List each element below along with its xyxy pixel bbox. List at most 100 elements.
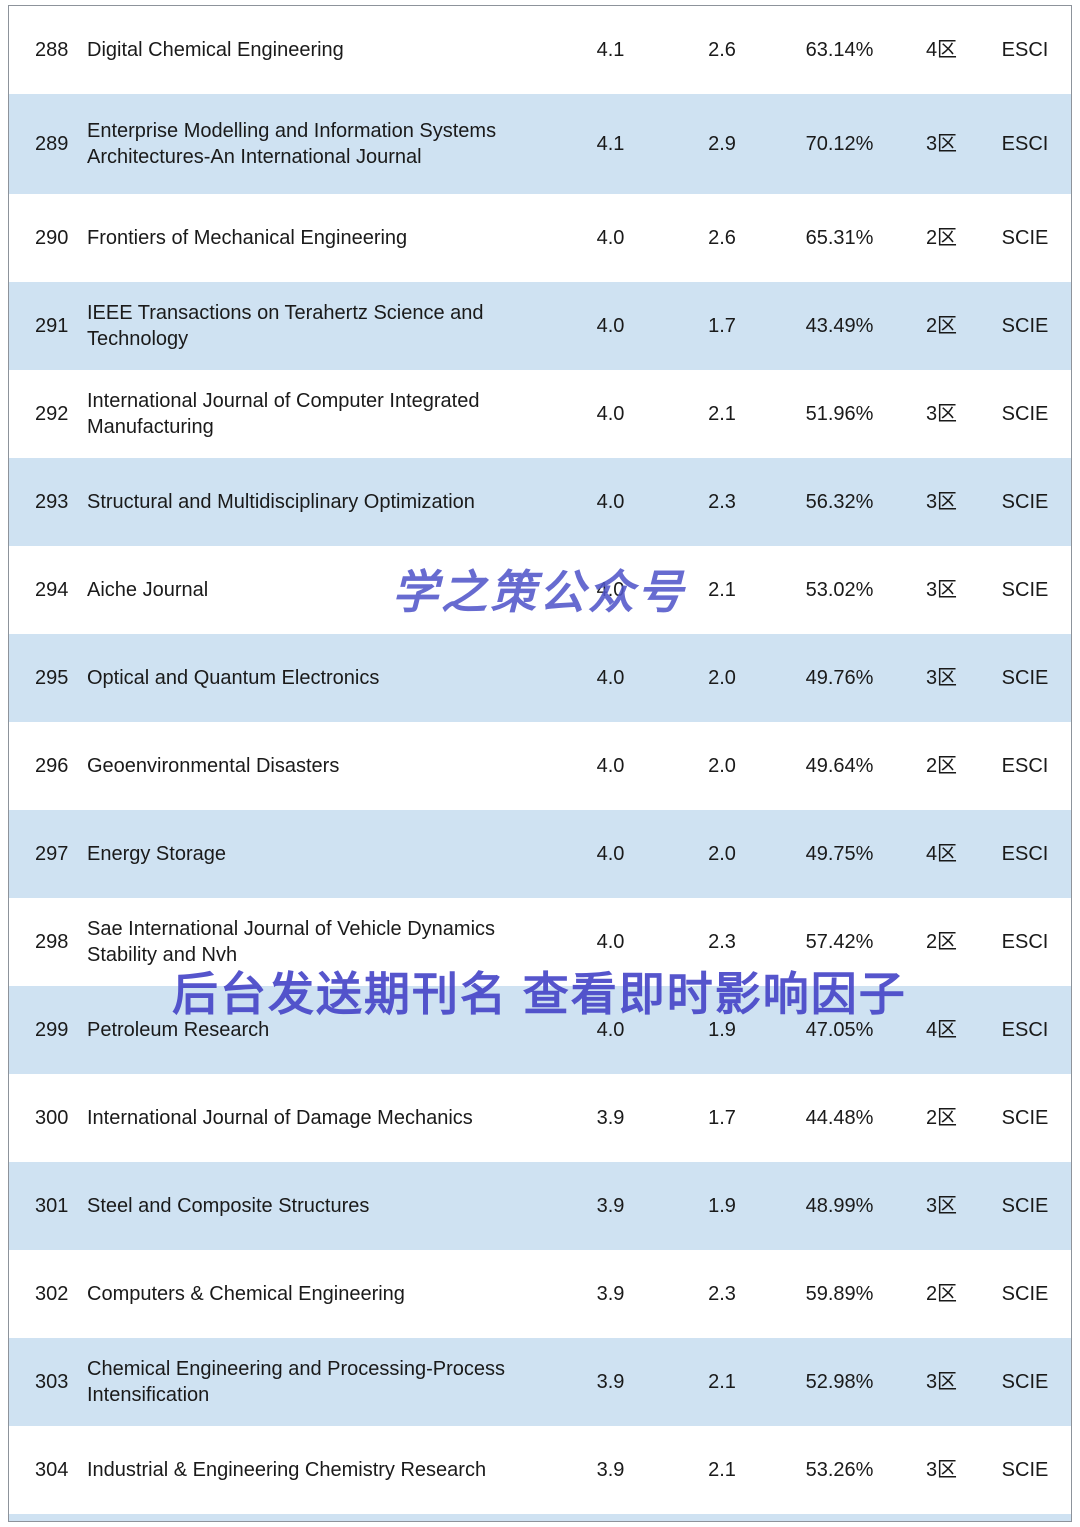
journal-cell: Energy Storage	[87, 843, 226, 865]
percent-cell: 49.75%	[805, 843, 874, 865]
metric-cell: 1.9	[708, 1019, 736, 1041]
journal-cell: Petroleum Research	[87, 1019, 270, 1041]
table-row: 293 Structural and Multidisciplinary Opt…	[9, 458, 1071, 546]
rank-cell: 297	[35, 843, 69, 865]
index-cell: SCIE	[1001, 1107, 1049, 1129]
partition-cell: 3区	[925, 491, 958, 513]
impact-factor-cell: 4.0	[596, 579, 625, 601]
impact-factor-cell: 4.0	[596, 755, 625, 777]
partition-cell: 2区	[925, 227, 958, 249]
impact-factor-cell: 4.0	[596, 843, 625, 865]
impact-factor-cell: 4.0	[596, 403, 625, 425]
table-row: 288 Digital Chemical Engineering 4.1 2.6…	[9, 6, 1071, 94]
next-row-sliver	[9, 1514, 1071, 1521]
index-cell: ESCI	[1001, 1019, 1049, 1041]
rank-cell: 292	[35, 403, 69, 425]
rank-cell: 299	[35, 1019, 69, 1041]
percent-cell: 63.14%	[805, 39, 874, 61]
journal-cell: Enterprise Modelling and Information Sys…	[87, 120, 497, 168]
metric-cell: 1.7	[708, 1107, 736, 1129]
percent-cell: 47.05%	[805, 1019, 874, 1041]
rank-cell: 295	[35, 667, 69, 689]
metric-cell: 2.0	[708, 755, 736, 777]
index-cell: ESCI	[1001, 39, 1049, 61]
table-row: 291 IEEE Transactions on Terahertz Scien…	[9, 282, 1071, 370]
index-cell: ESCI	[1001, 755, 1049, 777]
percent-cell: 53.26%	[805, 1459, 874, 1481]
metric-cell: 2.3	[708, 1283, 736, 1305]
rank-cell: 294	[35, 579, 69, 601]
impact-factor-cell: 4.0	[596, 315, 625, 337]
index-cell: SCIE	[1001, 227, 1049, 249]
rank-cell: 293	[35, 491, 69, 513]
impact-factor-cell: 4.0	[596, 491, 625, 513]
percent-cell: 57.42%	[805, 931, 874, 953]
table-row: 298 Sae International Journal of Vehicle…	[9, 898, 1071, 986]
partition-cell: 3区	[925, 1459, 958, 1481]
rank-cell: 303	[35, 1371, 69, 1393]
index-cell: SCIE	[1001, 403, 1049, 425]
journal-cell: Structural and Multidisciplinary Optimiz…	[87, 491, 475, 513]
table-row: 297 Energy Storage 4.0 2.0 49.75% 4区 ESC…	[9, 810, 1071, 898]
rank-cell: 296	[35, 755, 69, 777]
partition-cell: 4区	[925, 39, 958, 61]
percent-cell: 43.49%	[805, 315, 874, 337]
journal-cell: IEEE Transactions on Terahertz Science a…	[87, 302, 484, 350]
journal-cell: Sae International Journal of Vehicle Dyn…	[87, 918, 496, 966]
partition-cell: 4区	[925, 843, 958, 865]
partition-cell: 4区	[925, 1019, 958, 1041]
percent-cell: 53.02%	[805, 579, 874, 601]
impact-factor-cell: 3.9	[596, 1459, 625, 1481]
journal-cell: Geoenvironmental Disasters	[87, 755, 340, 777]
table-row: 290 Frontiers of Mechanical Engineering …	[9, 194, 1071, 282]
table-row: 294 Aiche Journal 4.0 2.1 53.02% 3区 SCIE	[9, 546, 1071, 634]
journal-cell: Digital Chemical Engineering	[87, 39, 344, 61]
journal-cell: Chemical Engineering and Processing-Proc…	[87, 1358, 505, 1406]
rank-cell: 298	[35, 931, 69, 953]
metric-cell: 2.6	[708, 227, 736, 249]
impact-factor-cell: 4.0	[596, 1019, 625, 1041]
rank-cell: 300	[35, 1107, 69, 1129]
table-row: 301 Steel and Composite Structures 3.9 1…	[9, 1162, 1071, 1250]
partition-cell: 3区	[925, 667, 958, 689]
index-cell: SCIE	[1001, 491, 1049, 513]
percent-cell: 44.48%	[805, 1107, 874, 1129]
percent-cell: 70.12%	[805, 133, 874, 155]
index-cell: SCIE	[1001, 315, 1049, 337]
journal-cell: Steel and Composite Structures	[87, 1195, 370, 1217]
partition-cell: 2区	[925, 1283, 958, 1305]
impact-factor-cell: 3.9	[596, 1283, 625, 1305]
impact-factor-cell: 4.1	[596, 39, 625, 61]
table-row: 295 Optical and Quantum Electronics 4.0 …	[9, 634, 1071, 722]
partition-cell: 3区	[925, 579, 958, 601]
table-row: 292 International Journal of Computer In…	[9, 370, 1071, 458]
partition-cell: 3区	[925, 133, 958, 155]
partition-cell: 2区	[925, 1107, 958, 1129]
table-row: 300 International Journal of Damage Mech…	[9, 1074, 1071, 1162]
index-cell: SCIE	[1001, 1283, 1049, 1305]
index-cell: ESCI	[1001, 843, 1049, 865]
rank-cell: 302	[35, 1283, 69, 1305]
impact-factor-cell: 4.0	[596, 667, 625, 689]
impact-factor-cell: 4.0	[596, 227, 625, 249]
index-cell: ESCI	[1001, 133, 1049, 155]
journal-cell: Industrial & Engineering Chemistry Resea…	[87, 1459, 487, 1481]
impact-factor-cell: 4.1	[596, 133, 625, 155]
metric-cell: 2.3	[708, 491, 736, 513]
metric-cell: 2.9	[708, 133, 736, 155]
partition-cell: 3区	[925, 1195, 958, 1217]
percent-cell: 56.32%	[805, 491, 874, 513]
percent-cell: 59.89%	[805, 1283, 874, 1305]
metric-cell: 2.1	[708, 403, 736, 425]
metric-cell: 2.3	[708, 931, 736, 953]
metric-cell: 2.1	[708, 1371, 736, 1393]
percent-cell: 49.76%	[805, 667, 874, 689]
metric-cell: 1.7	[708, 315, 736, 337]
metric-cell: 2.0	[708, 843, 736, 865]
journal-cell: Frontiers of Mechanical Engineering	[87, 227, 408, 249]
percent-cell: 52.98%	[805, 1371, 874, 1393]
journal-cell: International Journal of Damage Mechanic…	[87, 1107, 473, 1129]
rank-cell: 290	[35, 227, 69, 249]
percent-cell: 65.31%	[805, 227, 874, 249]
